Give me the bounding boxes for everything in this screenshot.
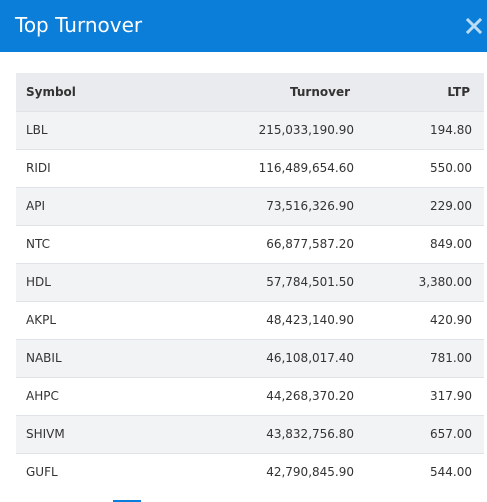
pagination-indicator[interactable] [113, 500, 141, 502]
ltp-cell: 194.80 [430, 123, 472, 137]
turnover-table: Symbol Turnover LTP LBL 215,033,190.90 1… [16, 73, 484, 491]
turnover-cell: 42,790,845.90 [266, 465, 354, 480]
symbol-cell[interactable]: NTC [26, 237, 50, 251]
ltp-cell: 550.00 [430, 161, 472, 175]
turnover-cell: 48,423,140.90 [266, 313, 354, 327]
ltp-cell: 3,380.00 [418, 275, 472, 289]
turnover-cell: 116,489,654.60 [258, 161, 354, 175]
ltp-cell: 781.00 [430, 351, 472, 365]
symbol-cell[interactable]: LBL [26, 123, 48, 137]
column-header-symbol[interactable]: Symbol [26, 84, 76, 99]
turnover-cell: 66,877,587.20 [266, 237, 354, 251]
ltp-cell: 849.00 [430, 237, 472, 251]
table-row[interactable]: API 73,516,326.90 229.00 [16, 187, 484, 225]
modal-header: Top Turnover [0, 0, 487, 52]
table-row[interactable]: RIDI 116,489,654.60 550.00 [16, 149, 484, 187]
ltp-cell: 317.90 [430, 389, 472, 403]
turnover-cell: 215,033,190.90 [258, 123, 354, 137]
ltp-cell: 544.00 [430, 465, 472, 480]
symbol-cell[interactable]: AKPL [26, 313, 56, 327]
symbol-cell[interactable]: AHPC [26, 389, 59, 403]
symbol-cell[interactable]: RIDI [26, 161, 51, 175]
symbol-cell[interactable]: API [26, 199, 45, 213]
turnover-table-container: Symbol Turnover LTP LBL 215,033,190.90 1… [16, 73, 484, 491]
table-row[interactable]: GUFL 42,790,845.90 544.00 [16, 453, 484, 491]
column-header-ltp[interactable]: LTP [447, 84, 470, 99]
table-header-row: Symbol Turnover LTP [16, 73, 484, 111]
turnover-cell: 46,108,017.40 [266, 351, 354, 365]
turnover-cell: 44,268,370.20 [266, 389, 354, 403]
turnover-cell: 73,516,326.90 [266, 199, 354, 213]
symbol-cell[interactable]: HDL [26, 275, 51, 289]
table-row[interactable]: AHPC 44,268,370.20 317.90 [16, 377, 484, 415]
turnover-cell: 43,832,756.80 [266, 427, 354, 441]
turnover-cell: 57,784,501.50 [266, 275, 354, 289]
symbol-cell[interactable]: NABIL [26, 351, 62, 365]
ltp-cell: 420.90 [430, 313, 472, 327]
table-row[interactable]: NABIL 46,108,017.40 781.00 [16, 339, 484, 377]
close-icon [465, 17, 483, 35]
table-row[interactable]: NTC 66,877,587.20 849.00 [16, 225, 484, 263]
modal-title: Top Turnover [15, 13, 143, 37]
symbol-cell[interactable]: SHIVM [26, 427, 65, 441]
ltp-cell: 657.00 [430, 427, 472, 441]
table-row[interactable]: AKPL 48,423,140.90 420.90 [16, 301, 484, 339]
table-row[interactable]: HDL 57,784,501.50 3,380.00 [16, 263, 484, 301]
column-header-turnover[interactable]: Turnover [290, 84, 350, 99]
close-button[interactable] [463, 12, 485, 40]
table-row[interactable]: LBL 215,033,190.90 194.80 [16, 111, 484, 149]
symbol-cell[interactable]: GUFL [26, 465, 58, 480]
ltp-cell: 229.00 [430, 199, 472, 213]
table-row[interactable]: SHIVM 43,832,756.80 657.00 [16, 415, 484, 453]
